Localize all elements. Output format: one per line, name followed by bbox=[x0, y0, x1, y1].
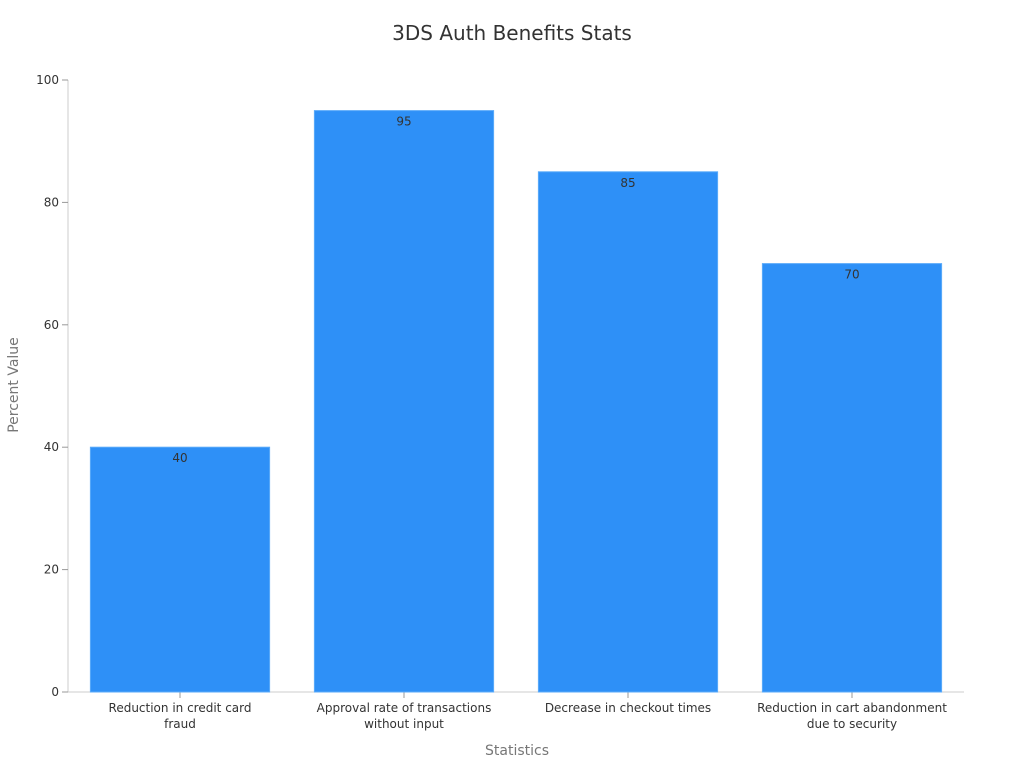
bar bbox=[537, 171, 719, 693]
y-tick-label: 60 bbox=[44, 318, 59, 332]
bars bbox=[89, 110, 943, 693]
x-tick-label: Reduction in credit card fraud bbox=[109, 701, 252, 731]
y-axis: 0 20 40 60 80 100 bbox=[36, 73, 69, 699]
x-tick-label: Approval rate of transactions without inp… bbox=[317, 701, 492, 731]
x-axis-title: Statistics bbox=[485, 743, 549, 759]
bar bbox=[89, 446, 271, 693]
bar-value-label: 70 bbox=[844, 268, 859, 282]
y-tick-label: 40 bbox=[44, 440, 59, 454]
y-tick-label: 0 bbox=[51, 685, 59, 699]
y-axis-title: Percent Value bbox=[6, 337, 22, 433]
x-tick-label: Decrease in checkout times bbox=[545, 701, 711, 715]
data-labels: 40 95 85 70 bbox=[172, 115, 859, 466]
x-axis: Reduction in credit card fraud Approval ra… bbox=[68, 691, 964, 731]
y-tick-label: 80 bbox=[44, 195, 59, 209]
bar-value-label: 40 bbox=[172, 451, 187, 465]
x-tick-label: Reduction in cart abandonment due to secu… bbox=[757, 701, 947, 731]
bar-value-label: 85 bbox=[620, 176, 635, 190]
chart-title: 3DS Auth Benefits Stats bbox=[392, 21, 632, 45]
y-tick-label: 100 bbox=[36, 73, 59, 87]
bar bbox=[313, 110, 495, 693]
y-tick-label: 20 bbox=[44, 563, 59, 577]
bar-value-label: 95 bbox=[396, 115, 411, 129]
bar bbox=[761, 263, 943, 693]
